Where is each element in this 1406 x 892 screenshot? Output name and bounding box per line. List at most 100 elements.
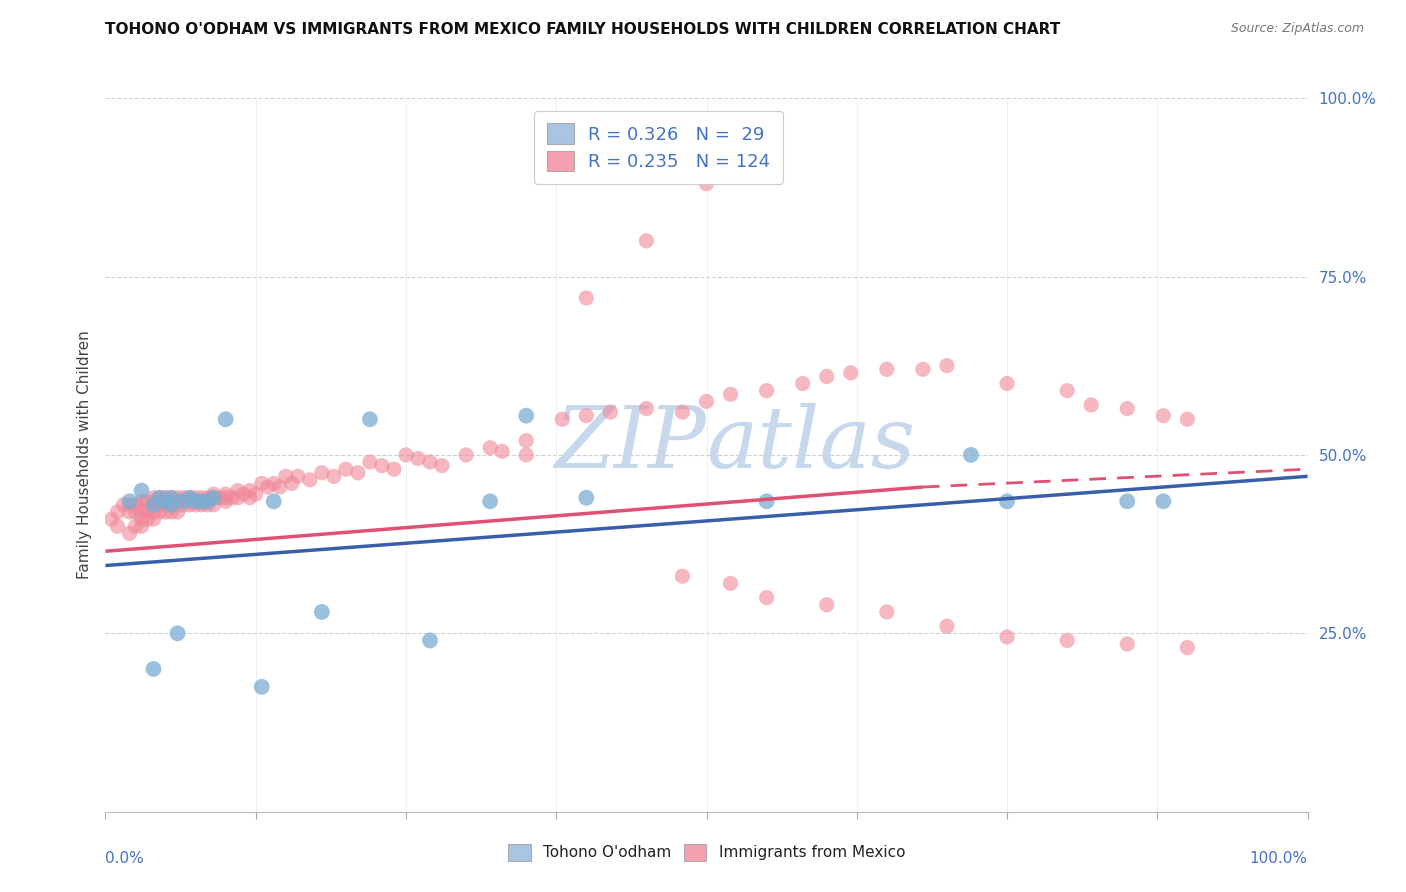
Point: [1175, 640, 1198, 655]
Point: [479, 494, 502, 508]
Point: [911, 362, 934, 376]
Point: [245, 487, 267, 501]
Point: [155, 491, 177, 505]
Point: [575, 291, 598, 305]
Point: [755, 494, 778, 508]
Point: [155, 498, 177, 512]
Point: [696, 177, 718, 191]
Point: [515, 409, 537, 423]
Point: [179, 494, 201, 508]
Point: [551, 412, 574, 426]
Point: [1056, 633, 1078, 648]
Point: [1056, 384, 1078, 398]
Point: [382, 462, 405, 476]
Point: [214, 412, 236, 426]
Point: [269, 480, 291, 494]
Point: [359, 412, 381, 426]
Point: [197, 498, 219, 512]
Point: [142, 498, 165, 512]
Point: [166, 626, 188, 640]
Point: [960, 448, 983, 462]
Point: [226, 483, 249, 498]
Point: [430, 458, 453, 473]
Point: [202, 491, 225, 505]
Point: [131, 505, 153, 519]
Point: [287, 469, 309, 483]
Point: [173, 498, 195, 512]
Point: [202, 498, 225, 512]
Point: [239, 491, 262, 505]
Point: [256, 480, 278, 494]
Point: [131, 498, 153, 512]
Point: [1116, 637, 1139, 651]
Point: [197, 491, 219, 505]
Point: [202, 491, 225, 505]
Point: [1152, 409, 1174, 423]
Point: [107, 519, 129, 533]
Point: [107, 505, 129, 519]
Point: [515, 448, 537, 462]
Point: [179, 498, 201, 512]
Point: [142, 494, 165, 508]
Point: [250, 680, 273, 694]
Point: [160, 498, 183, 512]
Point: [142, 498, 165, 512]
Point: [155, 494, 177, 508]
Point: [142, 491, 165, 505]
Text: 100.0%: 100.0%: [1250, 851, 1308, 866]
Point: [100, 512, 122, 526]
Point: [720, 387, 742, 401]
Point: [263, 494, 285, 508]
Point: [636, 234, 658, 248]
Point: [755, 384, 778, 398]
Point: [118, 498, 141, 512]
Point: [179, 491, 201, 505]
Point: [148, 498, 170, 512]
Point: [184, 498, 207, 512]
Point: [1116, 494, 1139, 508]
Point: [190, 494, 212, 508]
Point: [226, 491, 249, 505]
Point: [118, 494, 141, 508]
Point: [792, 376, 814, 391]
Point: [214, 487, 236, 501]
Point: [214, 491, 236, 505]
Legend: Tohono O'odham, Immigrants from Mexico: Tohono O'odham, Immigrants from Mexico: [501, 837, 912, 868]
Point: [1175, 412, 1198, 426]
Point: [995, 630, 1018, 644]
Point: [936, 359, 959, 373]
Point: [232, 487, 254, 501]
Point: [995, 376, 1018, 391]
Point: [173, 491, 195, 505]
Point: [995, 494, 1018, 508]
Point: [179, 491, 201, 505]
Point: [155, 494, 177, 508]
Point: [491, 444, 513, 458]
Point: [190, 491, 212, 505]
Point: [274, 469, 297, 483]
Point: [166, 505, 188, 519]
Point: [214, 494, 236, 508]
Point: [160, 491, 183, 505]
Point: [815, 598, 838, 612]
Point: [311, 605, 333, 619]
Point: [371, 458, 394, 473]
Point: [184, 491, 207, 505]
Point: [131, 483, 153, 498]
Text: ZIP: ZIP: [554, 403, 707, 485]
Point: [671, 569, 693, 583]
Point: [136, 505, 159, 519]
Point: [166, 491, 188, 505]
Point: [190, 498, 212, 512]
Point: [208, 491, 231, 505]
Point: [671, 405, 693, 419]
Point: [936, 619, 959, 633]
Text: Source: ZipAtlas.com: Source: ZipAtlas.com: [1230, 22, 1364, 36]
Point: [479, 441, 502, 455]
Point: [202, 487, 225, 501]
Point: [815, 369, 838, 384]
Point: [118, 526, 141, 541]
Point: [142, 512, 165, 526]
Text: TOHONO O'ODHAM VS IMMIGRANTS FROM MEXICO FAMILY HOUSEHOLDS WITH CHILDREN CORRELA: TOHONO O'ODHAM VS IMMIGRANTS FROM MEXICO…: [105, 22, 1060, 37]
Point: [131, 494, 153, 508]
